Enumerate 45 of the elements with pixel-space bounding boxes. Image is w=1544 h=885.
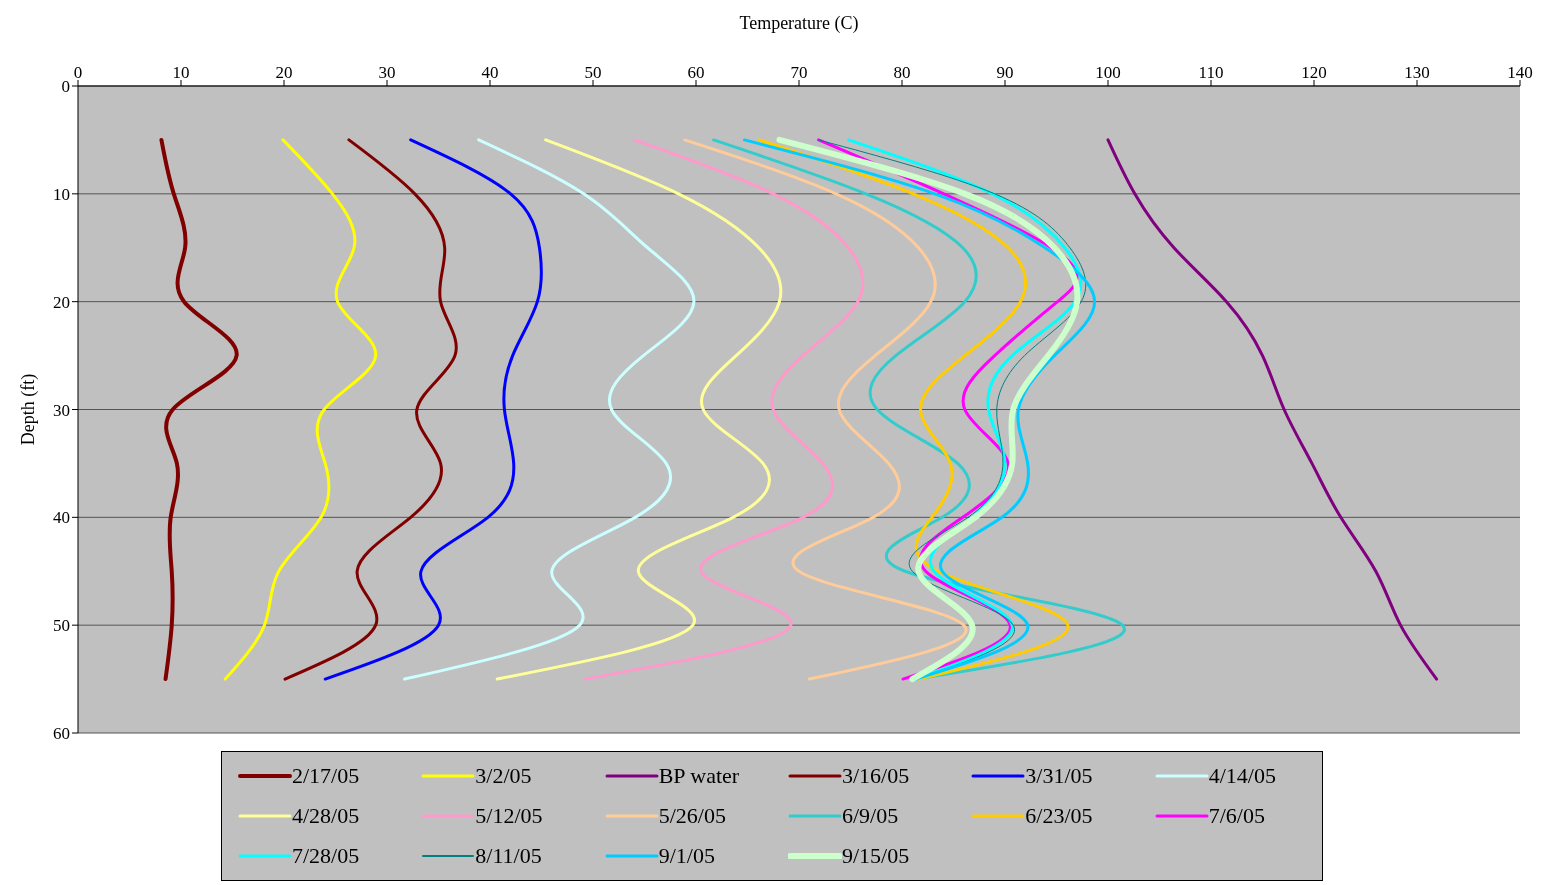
line-series xyxy=(223,138,378,681)
x-tick-label: 80 xyxy=(893,63,911,82)
x-tick-label: 90 xyxy=(996,63,1014,82)
line-series xyxy=(283,138,458,681)
x-tick-label: 20 xyxy=(275,63,293,82)
legend-label: 3/31/05 xyxy=(1025,763,1093,789)
x-tick-label: 70 xyxy=(790,63,808,82)
legend-label: 9/15/05 xyxy=(841,843,910,869)
y-tick-label: 60 xyxy=(53,724,70,744)
legend-label: 5/12/05 xyxy=(475,803,543,829)
y-tick-label: 0 xyxy=(61,77,70,97)
legend-label: BP water xyxy=(658,763,740,789)
legend-label: 7/6/05 xyxy=(1208,803,1265,829)
legend-label: 8/11/05 xyxy=(475,843,542,869)
legend-label: 3/2/05 xyxy=(475,763,532,789)
legend-label: 7/28/05 xyxy=(292,843,360,869)
legend-label: 4/28/05 xyxy=(292,803,360,829)
x-tick-label: 120 xyxy=(1301,63,1327,82)
y-tick-label: 20 xyxy=(53,292,70,312)
line-series xyxy=(159,137,239,682)
x-tick-label: 0 xyxy=(73,63,83,82)
y-tick-label: 30 xyxy=(53,400,70,420)
legend-label: 6/23/05 xyxy=(1025,803,1093,829)
x-tick-label: 130 xyxy=(1404,63,1430,82)
y-tick-label: 10 xyxy=(53,184,70,204)
x-tick-label: 50 xyxy=(584,63,602,82)
legend-label: 2/17/05 xyxy=(292,763,360,789)
legend-label: 5/26/05 xyxy=(658,803,726,829)
y-tick-label: 40 xyxy=(53,508,70,528)
legend-label: 4/14/05 xyxy=(1208,763,1276,789)
x-tick-label: 60 xyxy=(687,63,705,82)
x-tick-label: 140 xyxy=(1507,63,1533,82)
x-axis-title: Temperature (C) xyxy=(739,12,859,34)
x-tick-label: 40 xyxy=(481,63,499,82)
legend-label: 6/9/05 xyxy=(841,803,899,829)
x-tick-label: 100 xyxy=(1095,63,1121,82)
y-axis-title: Depth (ft) xyxy=(18,373,40,446)
legend-label: 3/16/05 xyxy=(841,763,910,789)
line-series xyxy=(1106,138,1439,681)
line-series xyxy=(403,138,696,681)
legend-label: 9/1/05 xyxy=(658,843,715,869)
x-tick-label: 30 xyxy=(378,63,396,82)
x-tick-label: 10 xyxy=(172,63,190,82)
x-tick-label: 110 xyxy=(1198,63,1224,82)
y-tick-label: 50 xyxy=(53,616,70,636)
